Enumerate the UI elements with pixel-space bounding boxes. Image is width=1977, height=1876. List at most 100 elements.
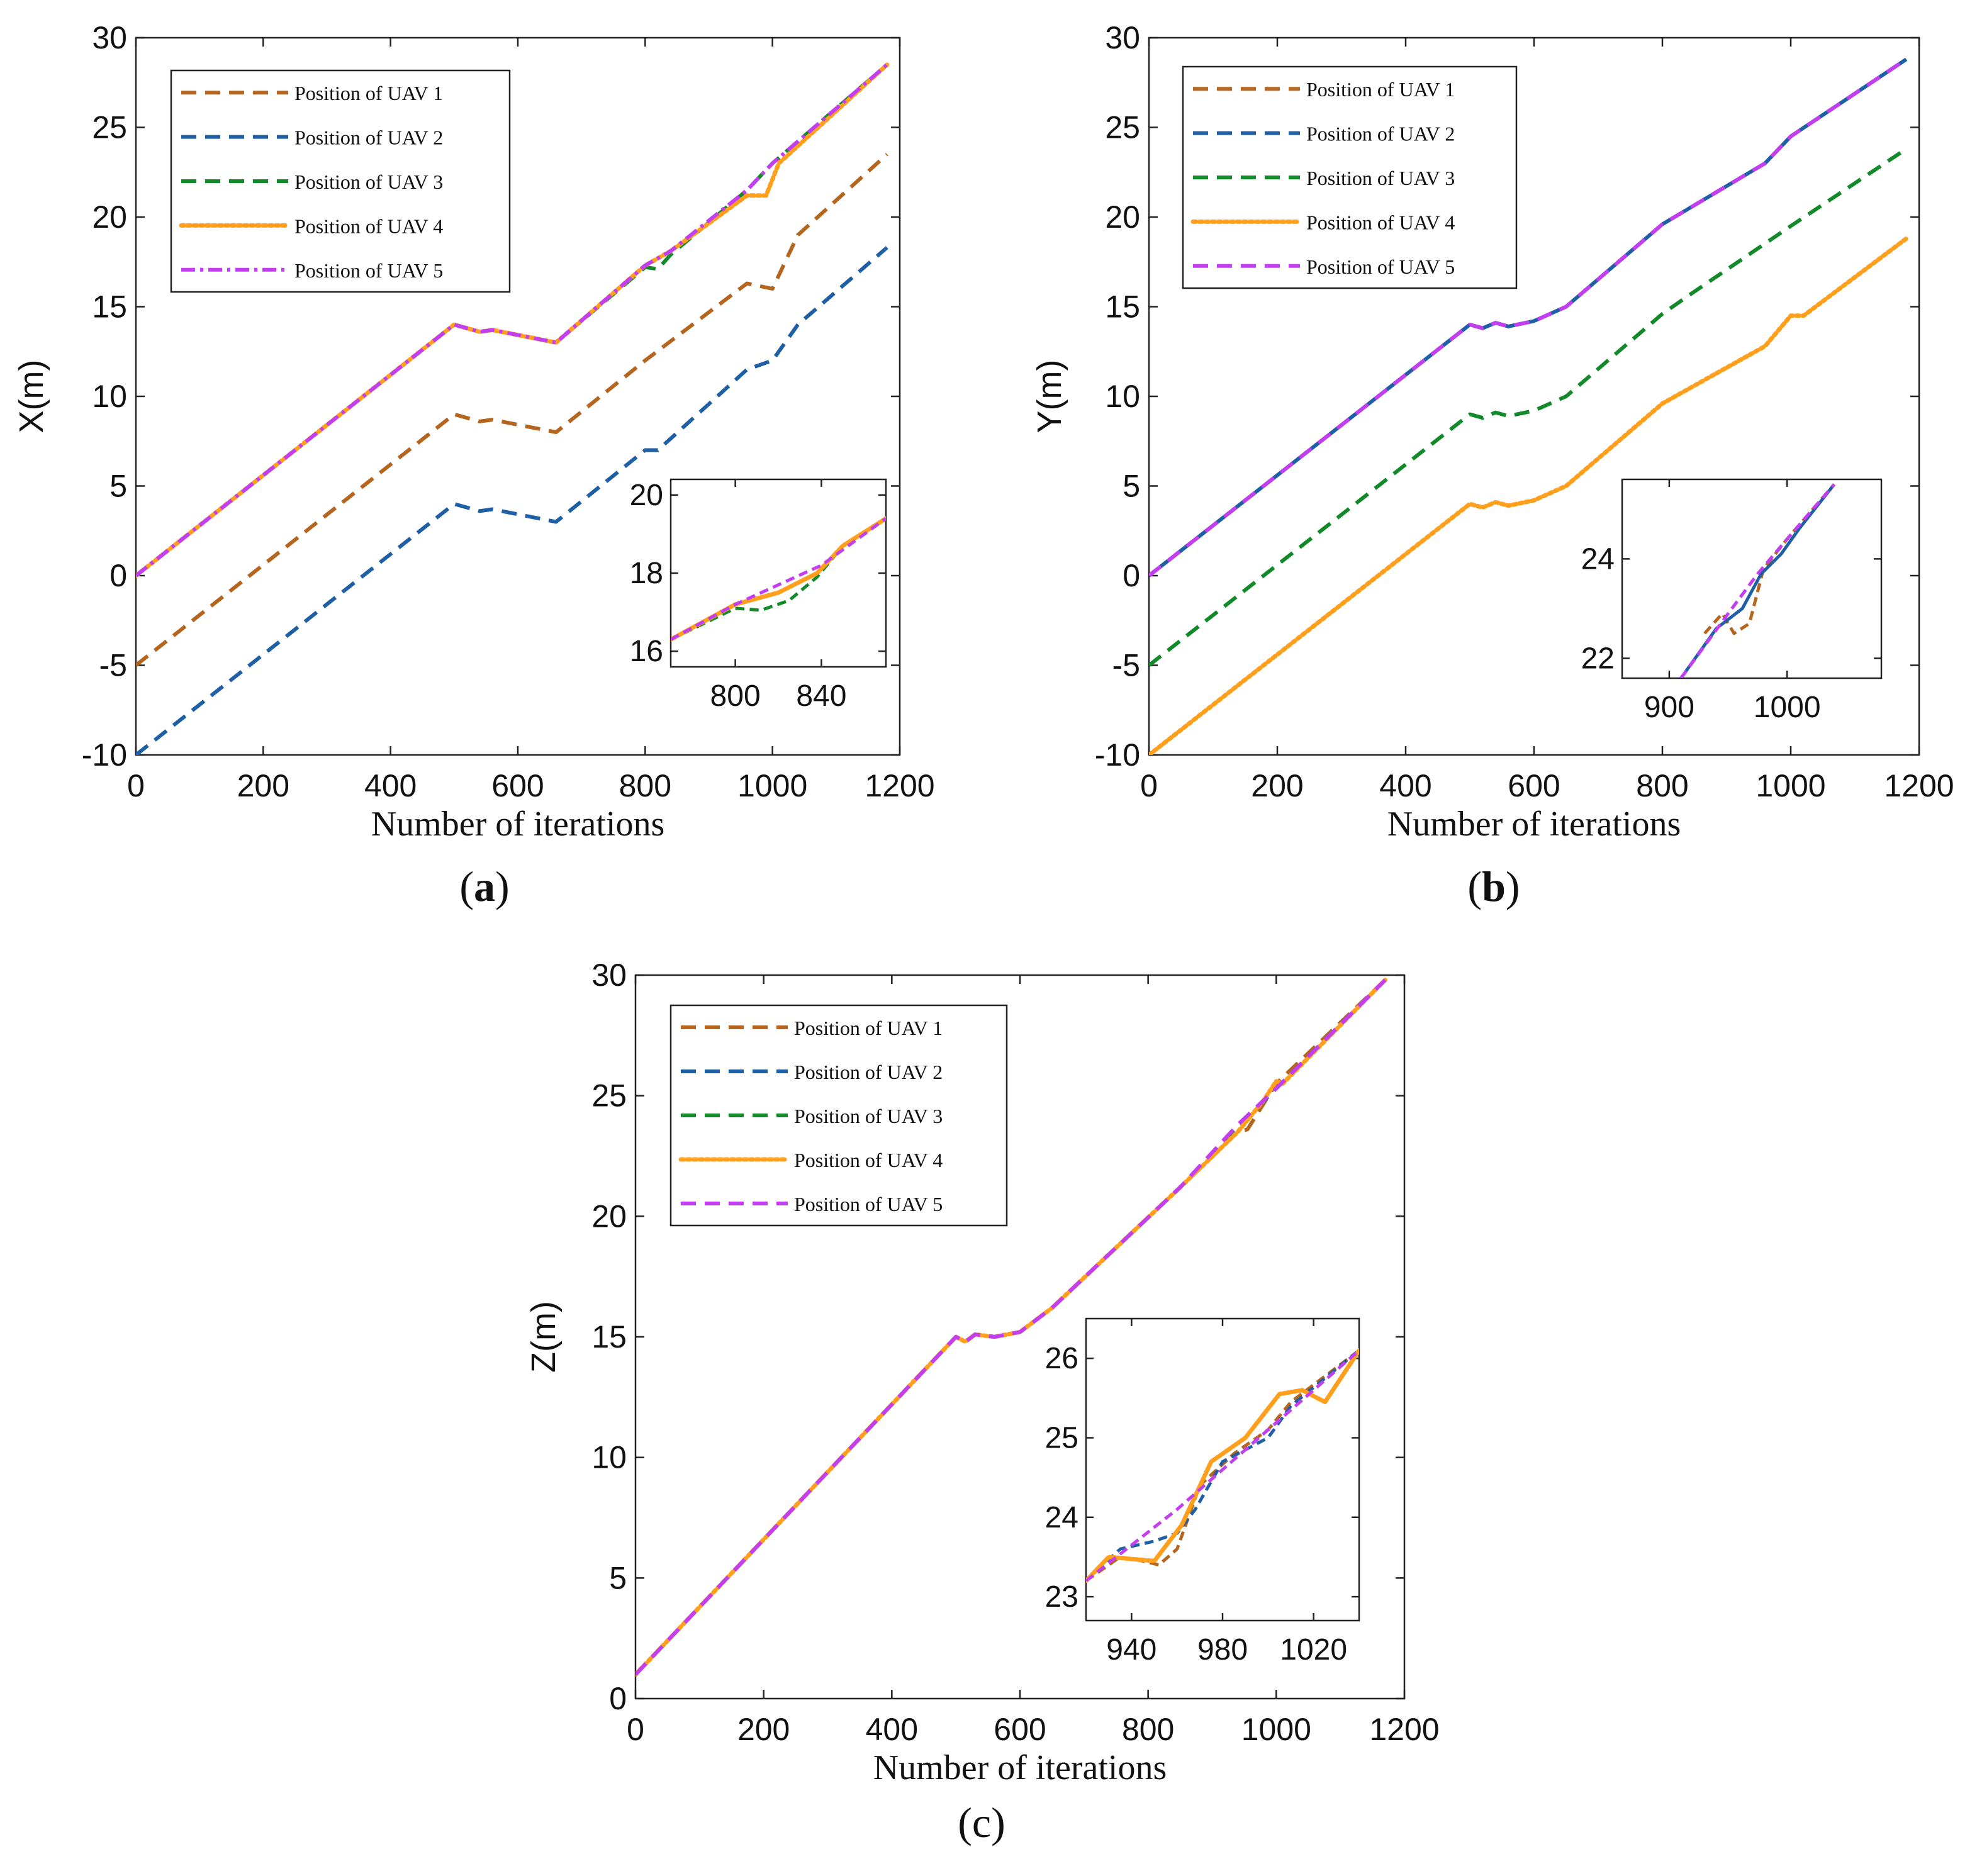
series-group [136, 62, 890, 755]
inset-y-tick-label: 23 [1045, 1580, 1078, 1614]
legend-box [1182, 65, 1518, 289]
legend-label-uav-1: Position of UAV 1 [794, 1017, 943, 1039]
y-axis-title: X(m) [13, 360, 50, 433]
series-group [636, 978, 1387, 1677]
y-tick-label: 5 [109, 469, 127, 504]
x-axis-title: Number of iterations [873, 1748, 1167, 1787]
inset-y-tick-label: 25 [1045, 1421, 1078, 1454]
panel-label-close: ) [991, 1799, 1005, 1846]
inset-x-tick-label: 980 [1197, 1633, 1248, 1667]
legend-label-uav-2: Position of UAV 2 [794, 1061, 943, 1083]
x-tick-label: 0 [127, 768, 145, 803]
x-tick-label: 400 [1379, 768, 1431, 803]
legend-label-uav-4: Position of UAV 4 [794, 1149, 943, 1171]
y-tick-label: 25 [591, 1078, 627, 1114]
inset-x-tick-label: 900 [1644, 691, 1694, 724]
y-tick-label: 30 [1105, 20, 1140, 55]
x-tick-label: 200 [237, 768, 289, 803]
y-tick-label: 10 [92, 379, 127, 414]
y-tick-label: 0 [1123, 558, 1140, 593]
inset-y-tick-label: 20 [630, 479, 663, 512]
legend-label-uav-3: Position of UAV 3 [294, 170, 443, 193]
inset-y-tick-label: 18 [630, 557, 663, 590]
legend-label-uav-2: Position of UAV 2 [294, 126, 443, 149]
panel-label: (c) [958, 1799, 1005, 1846]
x-tick-label: 1000 [737, 768, 807, 803]
y-tick-label: 15 [92, 289, 127, 325]
x-tick-label: 800 [619, 768, 671, 803]
x-tick-label: 800 [1122, 1712, 1174, 1747]
inset-x-tick-label: 840 [796, 679, 846, 713]
y-tick-label: 30 [591, 958, 627, 993]
inset-series-line-uav-2 [1086, 1349, 1359, 1582]
panel-label-letter: b [1482, 863, 1506, 910]
panel-label: (a) [459, 863, 509, 910]
x-tick-label: 0 [627, 1712, 644, 1747]
legend-label-uav-1: Position of UAV 1 [294, 82, 443, 104]
series-line-uav-5 [1149, 57, 1908, 578]
inset-series-line-uav-1 [1086, 1349, 1359, 1582]
chart-panel-c: 0 200 400 600 800 1000 1200 0 5 10 15 20 25 30 Number … [525, 958, 1440, 1787]
series-line-uav-3 [1149, 147, 1908, 667]
panel-label-letter: a [474, 863, 495, 910]
y-tick-label: -5 [99, 648, 127, 683]
inset-zoom: 800 840 16 18 20 [630, 478, 887, 713]
legend-label-uav-5: Position of UAV 5 [794, 1193, 943, 1215]
y-tick-label: 10 [591, 1440, 627, 1475]
panel-label-open: ( [958, 1799, 972, 1846]
inset-series-group [1679, 483, 1836, 678]
inset-x-tick-label: 800 [710, 679, 761, 713]
x-axis-title: Number of iterations [1387, 805, 1681, 844]
y-tick-label: -10 [1095, 737, 1140, 773]
legend: Position of UAV 1 Position of UAV 2 Positi… [669, 1004, 1008, 1227]
legend-box [669, 1004, 1008, 1227]
legend: Position of UAV 1 Position of UAV 2 Positi… [1182, 65, 1518, 289]
x-axis-title: Number of iterations [371, 805, 665, 844]
inset-series-group [671, 516, 886, 642]
inset-y-tick-label: 16 [630, 635, 663, 668]
chart-panel-a: 0 200 400 600 800 1000 1200 -10 -5 0 5 10 15 20 25 30 Nu… [13, 20, 935, 844]
y-axis-title: Z(m) [525, 1301, 563, 1373]
x-tick-label: 1000 [1241, 1712, 1311, 1747]
x-tick-label: 600 [994, 1712, 1046, 1747]
inset-y-tick-label: 22 [1581, 642, 1615, 675]
inset-zoom: 900 1000 22 24 [1581, 478, 1883, 724]
y-tick-label: -10 [82, 737, 127, 773]
x-tick-label: 1000 [1756, 768, 1825, 803]
x-tick-label: 800 [1636, 768, 1688, 803]
x-tick-label: 1200 [865, 768, 934, 803]
inset-x-tick-label: 1000 [1754, 691, 1821, 724]
panel-label-open: ( [459, 863, 474, 910]
legend-label-uav-4: Position of UAV 4 [1306, 211, 1455, 233]
inset-y-tick-label: 26 [1045, 1342, 1078, 1375]
legend-label-uav-3: Position of UAV 3 [1306, 167, 1455, 189]
legend-label-uav-5: Position of UAV 5 [294, 259, 443, 282]
y-tick-label: 20 [591, 1198, 627, 1234]
series-line-uav-5 [136, 63, 888, 578]
panel-label-close: ) [495, 863, 510, 910]
x-tick-label: 200 [737, 1712, 790, 1747]
inset-series-group [1086, 1348, 1359, 1583]
inset-series-line-uav-4 [1086, 1348, 1359, 1583]
series-line-uav-2 [136, 246, 888, 755]
inset-series-line-uav-5 [671, 517, 886, 641]
inset-y-tick-label: 24 [1045, 1501, 1078, 1534]
legend-label-uav-1: Position of UAV 1 [1306, 78, 1455, 101]
x-tick-label: 200 [1251, 768, 1303, 803]
x-tick-label: 400 [364, 768, 417, 803]
legend-label-uav-5: Position of UAV 5 [1306, 255, 1455, 278]
series-line-uav-1 [136, 153, 888, 667]
y-tick-label: 10 [1105, 379, 1140, 414]
x-tick-label: 600 [491, 768, 544, 803]
inset-frame [1621, 478, 1883, 679]
legend-label-uav-4: Position of UAV 4 [294, 215, 443, 237]
x-tick-label: 600 [1508, 768, 1560, 803]
legend-box [170, 69, 511, 293]
series-line-uav-4 [1149, 236, 1909, 755]
legend: Position of UAV 1 Position of UAV 2 Positi… [170, 69, 511, 293]
series-group [1149, 57, 1909, 755]
y-tick-label: 5 [1123, 469, 1140, 504]
x-tick-label: 1200 [1369, 1712, 1439, 1747]
y-tick-label: 30 [92, 20, 127, 55]
